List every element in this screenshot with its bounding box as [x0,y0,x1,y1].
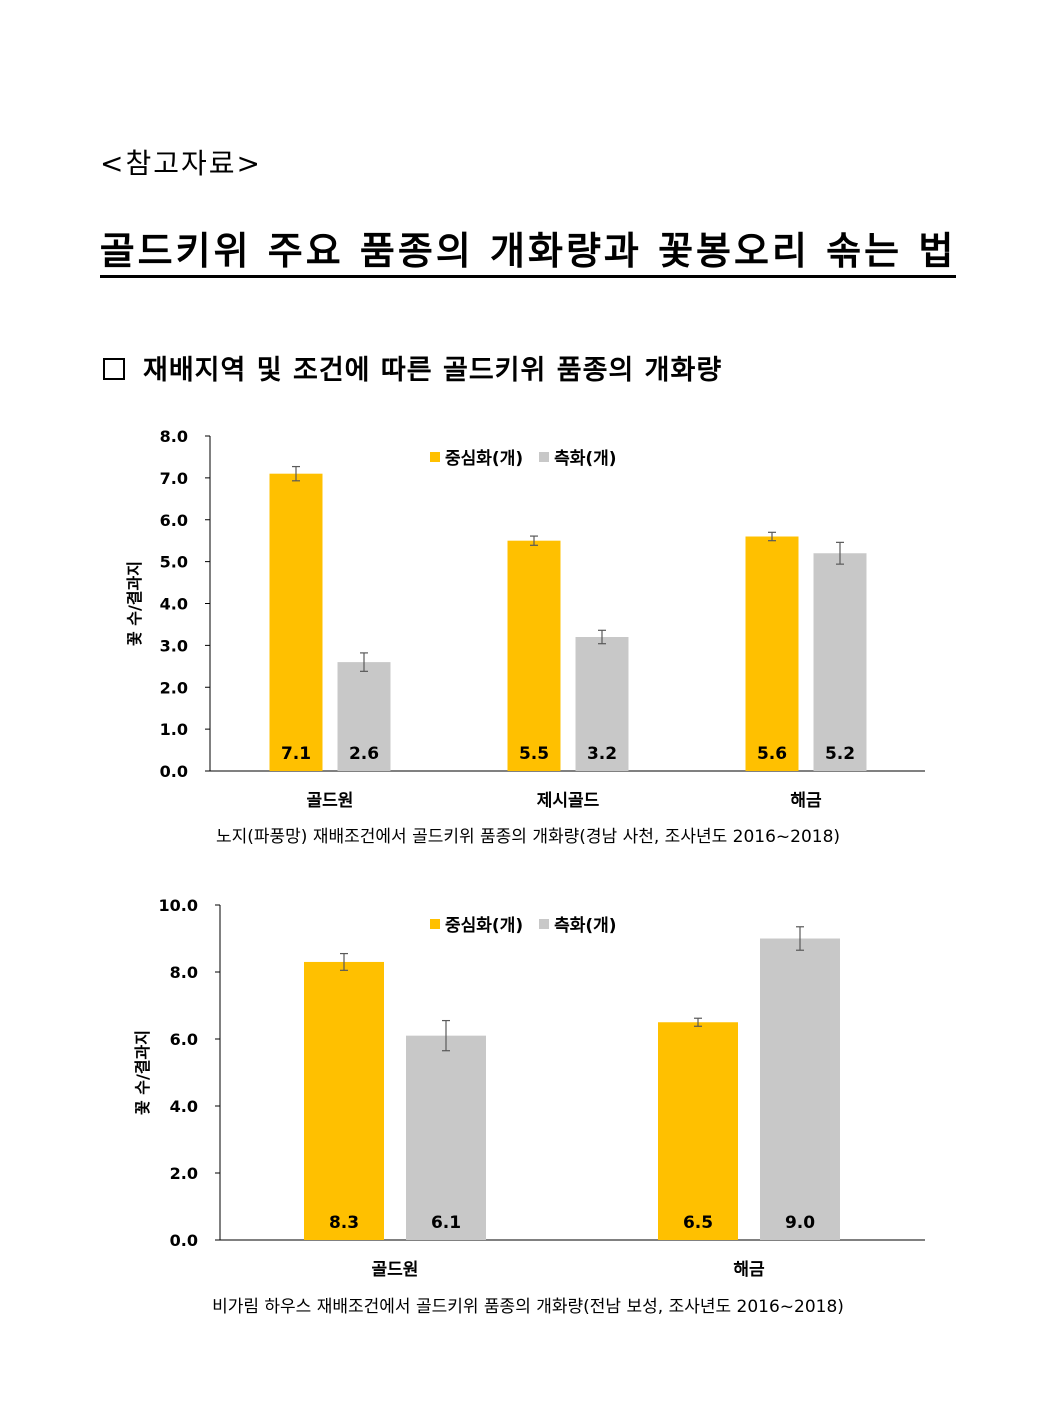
chart-greenhouse: 0.0 2.0 4.0 6.0 8.0 10.0 꽃 수/결과지 8.3 6.1 골드원 6.5 9.… [0,885,1056,1285]
data-label: 6.1 [431,1213,461,1233]
y-tick-label: 8.0 [170,963,198,982]
data-label: 3.2 [587,744,617,764]
y-tick-label: 3.0 [160,636,188,655]
y-tick-label: 10.0 [159,896,198,915]
y-tick-label: 2.0 [170,1164,198,1183]
x-category-label: 해금 [790,791,822,811]
data-label: 9.0 [785,1213,815,1233]
bar-center [269,473,323,771]
y-tick-label: 8.0 [160,427,188,446]
legend-label-side: 측화(개) [554,449,617,469]
chart-open-field: 0.0 1.0 2.0 3.0 4.0 5.0 6.0 7.0 8.0 꽃 수/결과지 7.1 2.6… [0,420,1056,820]
y-tick-label: 0.0 [170,1231,198,1250]
bar-side [813,553,867,771]
bar-side [760,938,840,1240]
chart-greenhouse-caption: 비가림 하우스 재배조건에서 골드키위 품종의 개화량(전남 보성, 조사년도 … [212,1297,844,1317]
y-tick-label: 1.0 [160,720,188,739]
section-heading-text: 재배지역 및 조건에 따른 골드키위 품종의 개화량 [143,355,723,386]
document-title: 골드키위 주요 품종의 개화량과 꽃봉오리 솎는 법 [0,220,1056,278]
y-tick-label: 4.0 [160,595,188,614]
bar-side [337,662,391,771]
legend-item-side: 측화(개) [539,911,617,936]
data-label: 8.3 [329,1213,359,1233]
bar-center [658,1022,738,1240]
bar-side [406,1035,486,1240]
x-category-label: 해금 [733,1260,765,1280]
data-label: 2.6 [349,744,379,764]
legend-swatch-center [430,918,440,929]
bar-center [304,961,384,1240]
y-tick-label: 0.0 [160,762,188,781]
legend-swatch-center [430,451,440,462]
x-category-label: 골드원 [307,791,354,811]
y-axis-label: 꽃 수/결과지 [125,561,144,646]
x-category-label: 골드원 [372,1260,419,1280]
y-tick-label: 6.0 [170,1030,198,1049]
bar-center [507,540,561,771]
data-label: 6.5 [683,1213,713,1233]
bar-side [575,637,629,771]
y-axis-label: 꽃 수/결과지 [133,1030,152,1115]
legend-label-center: 중심화(개) [445,449,524,469]
legend-item-side: 측화(개) [539,444,617,469]
legend-swatch-side [539,918,550,929]
legend-label-side: 측화(개) [554,916,617,936]
data-label: 7.1 [281,744,311,764]
y-tick-label: 7.0 [160,469,188,488]
chart-open-field-svg: 0.0 1.0 2.0 3.0 4.0 5.0 6.0 7.0 8.0 꽃 수/결과지 7.1 2.6… [125,427,925,811]
reference-label: <참고자료> [100,147,262,180]
data-label: 5.2 [825,744,855,764]
chart-legend: 중심화(개) 측화(개) [430,911,633,936]
y-tick-label: 2.0 [160,678,188,697]
y-tick-label: 5.0 [160,553,188,572]
document-title-text: 골드키위 주요 품종의 개화량과 꽃봉오리 솎는 법 [99,229,957,278]
section-heading: 재배지역 및 조건에 따른 골드키위 품종의 개화량 [103,348,722,387]
data-label: 5.6 [757,744,787,764]
legend-item-center: 중심화(개) [430,444,523,469]
y-tick-label: 4.0 [170,1097,198,1116]
legend-swatch-side [539,451,550,462]
chart-legend: 중심화(개) 측화(개) [430,444,633,469]
legend-item-center: 중심화(개) [430,911,523,936]
data-label: 5.5 [519,744,549,764]
bar-center [745,536,799,771]
legend-label-center: 중심화(개) [445,916,524,936]
checkbox-icon [103,357,125,380]
x-category-label: 제시골드 [537,791,600,811]
chart-open-field-caption: 노지(파풍망) 재배조건에서 골드키위 품종의 개화량(경남 사천, 조사년도 … [215,827,841,847]
chart-greenhouse-svg: 0.0 2.0 4.0 6.0 8.0 10.0 꽃 수/결과지 8.3 6.1 골드원 6.5 9.… [133,896,925,1280]
y-tick-label: 6.0 [160,511,188,530]
